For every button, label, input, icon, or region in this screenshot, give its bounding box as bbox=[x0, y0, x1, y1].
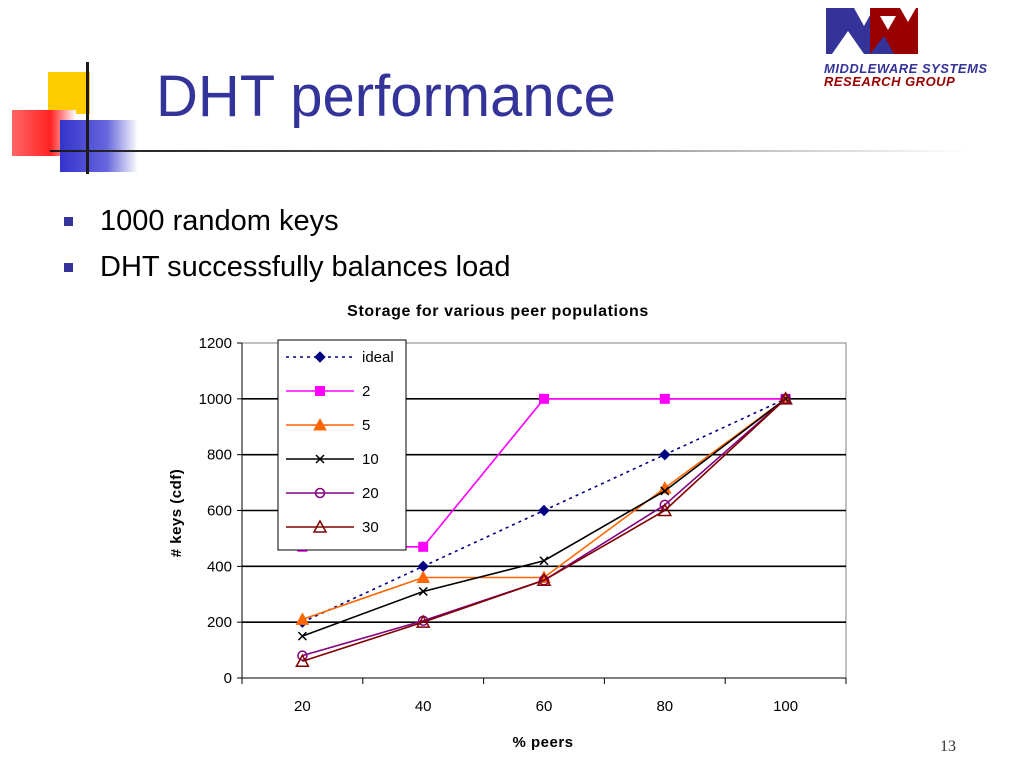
square-bullet-icon bbox=[64, 263, 73, 272]
data-point-10 bbox=[539, 556, 549, 566]
legend-marker-5 bbox=[313, 417, 327, 431]
msrg-logo-mark bbox=[826, 8, 918, 54]
legend-marker-2 bbox=[315, 386, 325, 396]
data-point-2 bbox=[659, 393, 670, 404]
chart-title: Storage for various peer populations bbox=[347, 303, 649, 320]
bullet-item: 1000 random keys bbox=[64, 198, 511, 244]
x-tick-label: 60 bbox=[536, 698, 553, 715]
page-number: 13 bbox=[940, 738, 956, 755]
y-tick-label: 0 bbox=[224, 670, 232, 687]
logo-line-1: MIDDLEWARE SYSTEMS bbox=[824, 61, 988, 76]
data-point-5 bbox=[416, 570, 431, 583]
legend-label-5: 5 bbox=[362, 417, 370, 434]
x-tick-label: 20 bbox=[294, 698, 311, 715]
data-point-10 bbox=[418, 586, 428, 596]
legend-label-10: 10 bbox=[362, 451, 379, 468]
data-point-10 bbox=[297, 631, 307, 641]
title-underline bbox=[50, 150, 970, 152]
data-point-10 bbox=[660, 486, 670, 496]
legend-box bbox=[277, 339, 407, 551]
data-point-30 bbox=[536, 572, 552, 587]
data-point-2 bbox=[418, 541, 429, 552]
y-tick-label: 600 bbox=[207, 503, 232, 520]
msrg-logo: MIDDLEWARE SYSTEMS RESEARCH GROUP bbox=[824, 6, 1020, 90]
legend-label-30: 30 bbox=[362, 519, 379, 536]
legend-label-2: 2 bbox=[362, 383, 370, 400]
square-bullet-icon bbox=[64, 217, 73, 226]
x-tick-label: 40 bbox=[415, 698, 432, 715]
legend-marker-ideal bbox=[314, 351, 326, 363]
data-point-30 bbox=[415, 614, 431, 628]
x-tick-label: 100 bbox=[773, 698, 798, 715]
legend-marker-20 bbox=[314, 487, 326, 499]
legend-marker-10 bbox=[315, 454, 325, 464]
y-axis-label: # keys (cdf) bbox=[168, 469, 185, 558]
y-tick-label: 800 bbox=[207, 447, 232, 464]
bullet-list: 1000 random keys DHT successfully balanc… bbox=[64, 198, 511, 290]
slide-title: DHT performance bbox=[156, 64, 616, 129]
data-point-20 bbox=[297, 650, 308, 661]
y-tick-label: 200 bbox=[207, 614, 232, 631]
decor-vertical-line bbox=[86, 62, 89, 174]
legend-label-20: 20 bbox=[362, 485, 379, 502]
y-tick-label: 1200 bbox=[199, 335, 232, 352]
data-point-ideal bbox=[659, 448, 671, 461]
data-point-30 bbox=[778, 391, 793, 405]
data-point-2 bbox=[539, 393, 549, 404]
legend-label-ideal: ideal bbox=[362, 349, 394, 366]
legend-marker-30 bbox=[312, 519, 328, 533]
bullet-text: DHT successfully balances load bbox=[100, 251, 511, 283]
bullet-item: DHT successfully balances load bbox=[64, 244, 511, 290]
data-point-ideal bbox=[538, 504, 550, 517]
decor-yellow-square bbox=[48, 72, 90, 114]
data-point-5 bbox=[295, 612, 310, 625]
decor-blue-square bbox=[60, 120, 138, 172]
data-point-30 bbox=[657, 502, 673, 517]
x-tick-label: 80 bbox=[656, 698, 673, 715]
logo-line-2: RESEARCH GROUP bbox=[824, 74, 956, 89]
plot-area: 0 200 400 600 800 1000 1200 20 40 60 80 100 ideal 2 5 1… bbox=[199, 335, 847, 715]
y-tick-label: 400 bbox=[207, 558, 232, 575]
data-point-30 bbox=[295, 653, 310, 667]
bullet-text: 1000 random keys bbox=[100, 205, 339, 237]
y-tick-label: 1000 bbox=[199, 391, 232, 408]
series-line-30 bbox=[302, 398, 787, 663]
x-axis-label: % peers bbox=[512, 734, 573, 751]
line-chart: Storage for various peer populations # k… bbox=[168, 303, 847, 751]
